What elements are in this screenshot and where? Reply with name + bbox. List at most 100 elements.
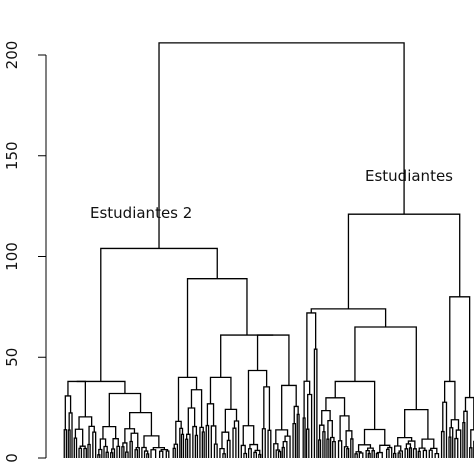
dendrogram-link — [303, 380, 311, 418]
dendrogram-link — [206, 403, 215, 426]
dendrogram-link — [449, 427, 454, 458]
dendrogram-link — [87, 443, 91, 458]
dendrogram-link — [243, 452, 248, 458]
dendrogram-link — [292, 422, 297, 458]
dendrogram-link — [358, 452, 364, 458]
dendrogram-link — [313, 348, 318, 458]
dendrogram-link — [428, 449, 433, 458]
dendrogram-link — [449, 296, 471, 398]
dendrogram-link — [371, 450, 375, 458]
dendrogram-link — [261, 428, 266, 458]
dendrogram-link — [263, 386, 271, 431]
dendrogram-link — [267, 429, 272, 458]
dendrogram-link — [407, 440, 416, 449]
dendrogram-link — [404, 408, 429, 440]
dendrogram-link — [345, 430, 353, 447]
dendrogram-link — [393, 452, 397, 458]
dendrogram-link — [442, 401, 448, 458]
dendrogram-link — [343, 446, 349, 458]
dendrogram-link — [284, 435, 291, 458]
dendrogram-link — [337, 440, 343, 458]
dendrogram-link — [63, 429, 68, 458]
dendrogram-link — [98, 448, 103, 458]
dendrogram-link — [256, 334, 290, 386]
dendrogram-link — [100, 247, 218, 382]
y-tick-label: 50 — [3, 348, 21, 367]
dendrogram-link — [150, 449, 157, 458]
dendrogram-link — [412, 448, 417, 458]
dendrogram-link — [158, 42, 405, 249]
dendrogram-link — [325, 397, 346, 416]
dendrogram-link — [165, 450, 170, 458]
dendrogram-link — [367, 447, 374, 451]
dendrogram-link — [67, 380, 86, 417]
dendrogram-link — [226, 439, 231, 458]
dendrogram-link — [450, 419, 460, 431]
dendrogram-link — [302, 417, 306, 458]
dendrogram-link — [385, 448, 390, 458]
cluster-label-estudiantes: Estudiantes — [365, 167, 453, 185]
y-tick-label: 150 — [3, 141, 21, 170]
dendrogram-link — [240, 444, 246, 458]
dendrogram-link — [97, 454, 101, 458]
dendrogram-link — [194, 434, 199, 458]
dendrogram-link — [375, 452, 379, 458]
dendrogram-link — [83, 447, 87, 458]
dendrogram-link — [112, 438, 119, 449]
dendrogram-link — [365, 449, 370, 458]
cluster-label-estudiantes-2: Estudiantes 2 — [90, 204, 192, 222]
dendrogram-link — [205, 424, 210, 458]
dendrogram-link — [282, 440, 288, 458]
dendrogram-link — [448, 436, 452, 458]
y-tick-label: 0 — [3, 453, 21, 463]
dendrogram-link — [129, 411, 153, 436]
dendrogram-link — [122, 442, 128, 453]
dendrogram-link — [135, 446, 140, 458]
dendrogram-link — [129, 440, 133, 458]
dendrogram-link — [339, 415, 350, 441]
dendrogram-link — [172, 447, 176, 458]
dendrogram-link — [103, 445, 108, 458]
dendrogram-link — [346, 448, 350, 458]
dendrogram-link — [220, 334, 274, 378]
dendrogram-link — [134, 449, 139, 458]
dendrogram-link — [102, 425, 117, 440]
y-tick-label: 200 — [3, 41, 21, 70]
dendrogram-link — [253, 451, 258, 458]
dendrogram-link — [185, 438, 189, 458]
dendrogram-link — [116, 445, 121, 458]
dendrogram-link — [469, 447, 473, 458]
dendrogram-link — [422, 449, 428, 458]
dendrogram-link — [130, 432, 139, 448]
y-axis: 0 50 100 150 200 — [3, 41, 47, 463]
dendrogram-link — [363, 428, 386, 446]
dendrogram-link — [334, 380, 376, 430]
dendrogram-link — [354, 453, 358, 458]
dendrogram-link — [455, 429, 462, 458]
dendrogram-link — [296, 413, 300, 458]
dendrogram-link — [322, 431, 326, 458]
dendrogram-link — [354, 326, 417, 410]
dendrogram-link — [462, 421, 466, 458]
dendrogram-link — [187, 407, 196, 435]
dendrogram-link — [258, 453, 262, 458]
dendrogram-link — [125, 451, 129, 458]
dendrogram-tree — [63, 42, 474, 458]
dendrogram-link — [158, 450, 164, 458]
dendrogram-link — [417, 450, 421, 458]
dendrogram-link — [146, 453, 150, 458]
dendrogram-link — [190, 389, 203, 428]
dendrogram-link — [421, 438, 435, 449]
dendrogram-link — [355, 451, 362, 454]
dendrogram-link — [397, 437, 413, 446]
dendrogram-link — [232, 427, 237, 458]
dendrogram-link — [78, 447, 83, 458]
dendrogram-link — [326, 438, 330, 458]
dendrogram-link — [186, 278, 248, 378]
dendrogram-link — [321, 409, 331, 426]
dendrogram-link — [78, 416, 93, 430]
dendrogram-link — [221, 431, 230, 449]
dendrogram-link — [99, 438, 107, 450]
dendrogram-link — [418, 447, 426, 452]
dendrogram-link — [210, 425, 217, 458]
